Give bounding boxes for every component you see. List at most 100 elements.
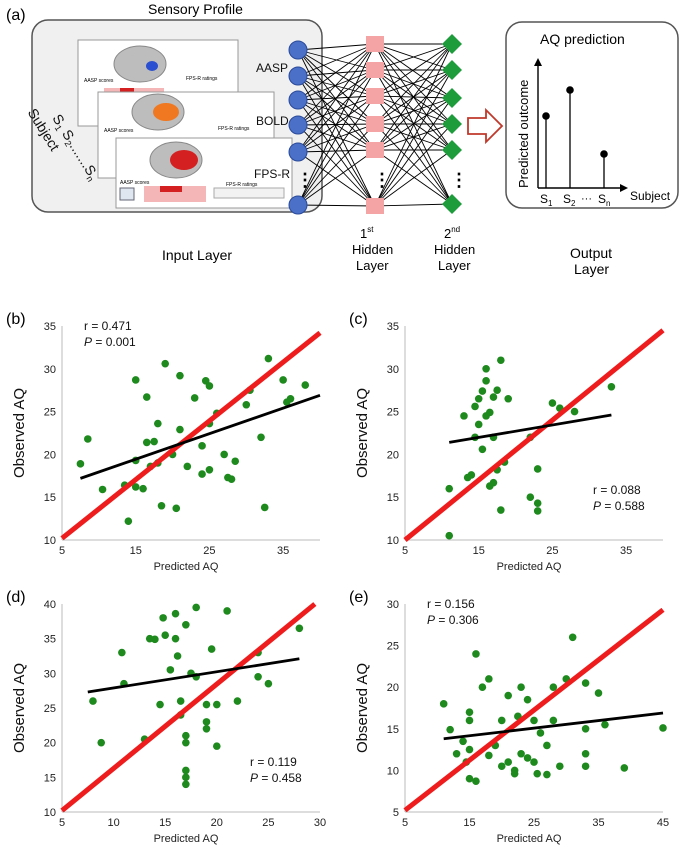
data-point [445, 531, 454, 540]
data-point [659, 724, 667, 732]
data-point [254, 673, 262, 681]
y-tick-label: 10 [387, 765, 399, 777]
y-tick-label: 10 [387, 535, 399, 547]
y-tick-label: 15 [44, 492, 56, 504]
data-point [242, 400, 251, 409]
data-point [493, 386, 501, 394]
hidden1-label: 1st Hidden Layer [352, 225, 393, 273]
data-point [523, 754, 532, 762]
data-point [190, 394, 199, 402]
x-axis-label: Predicted AQ [154, 833, 219, 845]
data-point [264, 679, 273, 688]
y-tick-label: 35 [44, 321, 56, 333]
y-tick-label: 10 [44, 535, 56, 547]
data-point [98, 485, 107, 494]
data-point [467, 471, 476, 479]
data-point [510, 769, 519, 778]
data-point [485, 751, 493, 760]
data-point [533, 769, 542, 778]
data-point [182, 621, 190, 629]
prediction-tick-ellipsis: ··· [581, 193, 592, 205]
y-tick-label: 35 [44, 634, 56, 646]
data-point [159, 614, 167, 622]
x-tick-label: 35 [277, 545, 289, 557]
svg-text:Output: Output [570, 245, 612, 261]
data-point [142, 438, 151, 447]
sensory-profile-label: Sensory Profile [148, 1, 243, 17]
y-tick-label: 5 [393, 807, 399, 819]
data-point [568, 633, 577, 642]
y-tick-label: 20 [44, 449, 56, 461]
stat-r: r = 0.471 [84, 319, 132, 333]
y-tick-label: 25 [387, 641, 399, 653]
x-tick-label: 15 [473, 545, 485, 557]
data-point [485, 408, 494, 417]
brain-icon [113, 45, 167, 83]
identity-line [60, 602, 317, 813]
y-tick-label: 30 [387, 364, 399, 376]
data-point [489, 478, 498, 487]
data-point [156, 700, 164, 709]
data-point [286, 394, 295, 403]
data-point [504, 758, 512, 766]
data-point [231, 457, 240, 466]
hidden2-node [442, 194, 462, 214]
thumb-fps-label: FPS-R ratings [218, 126, 250, 132]
data-point [489, 393, 498, 401]
hidden2-ellipsis: ⋮ [450, 170, 468, 190]
svg-text:Layer: Layer [356, 258, 389, 273]
data-point [176, 697, 185, 705]
input-layer-label: Input Layer [162, 247, 232, 263]
svg-text:Hidden: Hidden [352, 242, 393, 257]
data-point [89, 697, 97, 705]
data-point [530, 758, 538, 766]
data-point [182, 738, 190, 747]
data-point [581, 749, 590, 758]
data-point [151, 635, 159, 644]
data-point [549, 716, 558, 725]
y-tick-label: 40 [44, 599, 56, 611]
stat-p: P = 0.306 [427, 613, 479, 627]
network-connections [297, 43, 453, 207]
identity-line [403, 328, 665, 542]
data-point [549, 683, 558, 691]
y-tick-label: 25 [44, 703, 56, 715]
x-tick-label: 15 [130, 545, 142, 557]
hidden1-ellipsis: ⋮ [373, 170, 391, 190]
x-tick-label: 25 [203, 545, 215, 557]
data-point [192, 603, 200, 612]
prediction-x-arrow-icon [620, 184, 628, 192]
stat-r: r = 0.119 [250, 755, 297, 769]
data-point [166, 666, 175, 674]
data-point [536, 729, 545, 737]
x-tick-label: 15 [159, 817, 171, 829]
hidden2-node [442, 34, 462, 54]
data-point [465, 716, 474, 725]
data-point [497, 716, 506, 725]
input-node [288, 66, 308, 86]
hidden2-node [442, 60, 462, 80]
scatter-panel-c: (c) 5 15 25 35 10 15 20 25 30 35 Predicted AQ Observ… [349, 311, 665, 573]
data-point [497, 356, 505, 365]
data-point [182, 773, 190, 782]
data-point [446, 725, 454, 734]
input-node [288, 90, 308, 110]
input-ellipsis: ⋮ [296, 170, 314, 190]
prediction-ylabel: Predicted outcome [516, 80, 531, 188]
data-point [131, 483, 140, 491]
y-tick-label: 15 [387, 724, 399, 736]
identity-line [403, 607, 665, 813]
hidden1-node [366, 142, 384, 158]
data-point [533, 465, 542, 473]
data-point [150, 437, 158, 446]
x-tick-label: 25 [262, 817, 274, 829]
data-point [471, 402, 479, 411]
input-label-fps: FPS-R [254, 167, 290, 181]
prediction-y-arrow-icon [534, 58, 542, 66]
data-point [581, 679, 590, 687]
data-point [76, 460, 85, 468]
data-point [556, 762, 564, 771]
data-point [198, 470, 206, 478]
data-point [124, 517, 133, 525]
data-point [465, 774, 474, 783]
